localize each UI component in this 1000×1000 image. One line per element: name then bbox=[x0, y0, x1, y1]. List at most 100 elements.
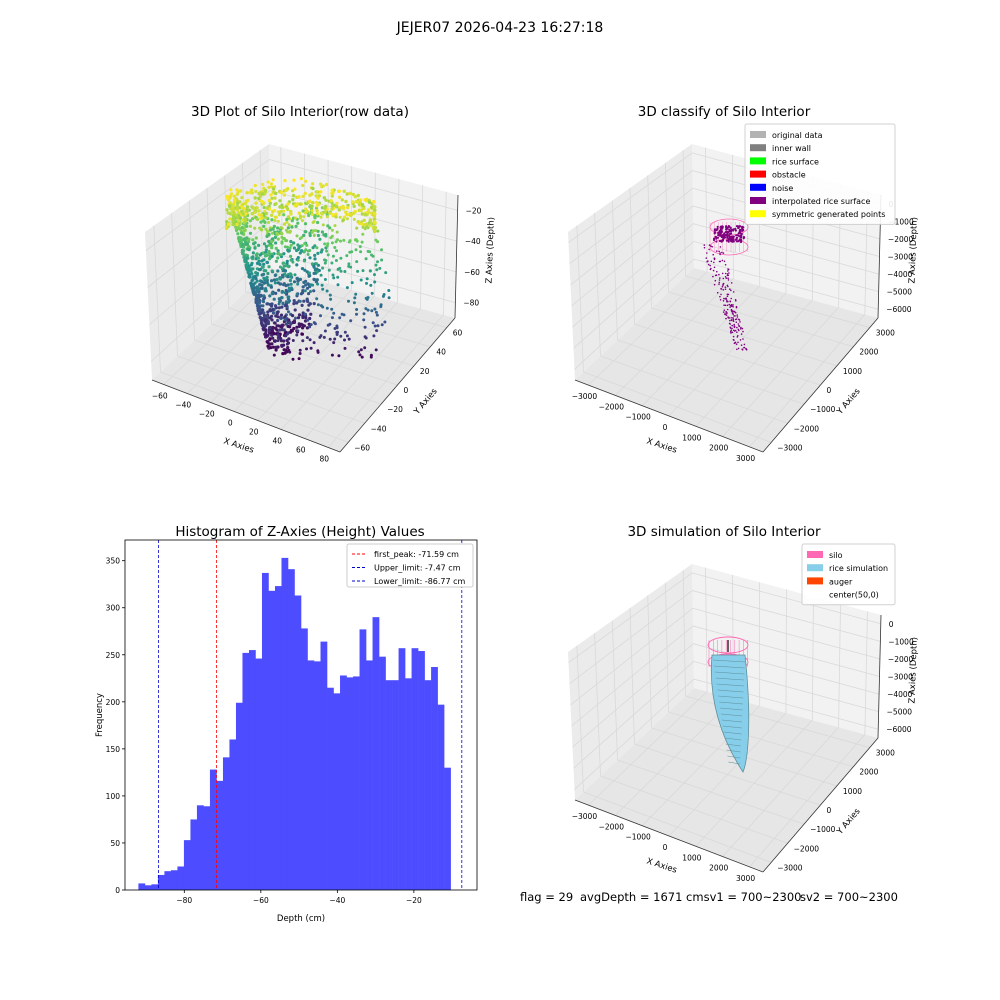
data-point bbox=[285, 332, 289, 336]
data-point bbox=[258, 226, 262, 230]
interpolated-point bbox=[731, 317, 733, 319]
interpolated-point bbox=[721, 251, 723, 254]
data-point bbox=[257, 191, 262, 195]
data-point bbox=[335, 204, 339, 209]
data-point bbox=[373, 225, 377, 230]
interpolated-point bbox=[722, 282, 725, 285]
data-point bbox=[310, 212, 315, 216]
data-point bbox=[369, 283, 373, 287]
data-point bbox=[330, 234, 334, 238]
interpolated-point bbox=[726, 308, 729, 311]
data-point bbox=[254, 189, 258, 194]
data-point bbox=[282, 222, 286, 226]
data-point bbox=[280, 305, 284, 309]
grid-line bbox=[568, 572, 881, 663]
data-point bbox=[351, 192, 355, 197]
interpolated-point bbox=[721, 238, 725, 241]
data-point bbox=[259, 220, 263, 224]
data-point bbox=[240, 231, 244, 235]
histogram-bar bbox=[255, 658, 263, 890]
data-point bbox=[270, 218, 274, 222]
data-point bbox=[372, 229, 377, 233]
data-point bbox=[266, 271, 270, 276]
data-point bbox=[290, 329, 294, 333]
data-point bbox=[316, 251, 320, 255]
interpolated-point bbox=[724, 313, 727, 316]
data-point bbox=[371, 200, 376, 204]
data-point bbox=[283, 318, 287, 322]
y-tick-label: 2000 bbox=[859, 768, 878, 777]
legend-label: rice surface bbox=[772, 157, 819, 166]
data-point bbox=[298, 352, 302, 355]
data-point bbox=[295, 234, 299, 238]
interpolated-point bbox=[731, 311, 733, 313]
grid-line bbox=[574, 258, 879, 370]
histogram-bar bbox=[281, 557, 289, 890]
avg-depth-status: avgDepth = 1671 cmsv1 = 700~2300 bbox=[580, 890, 802, 904]
data-point bbox=[262, 242, 267, 246]
data-point bbox=[231, 222, 235, 227]
data-point bbox=[261, 182, 265, 187]
interpolated-point bbox=[737, 232, 740, 235]
data-point bbox=[294, 216, 297, 220]
data-point bbox=[276, 318, 280, 323]
interpolated-point bbox=[736, 331, 738, 334]
data-point bbox=[273, 219, 277, 222]
data-point bbox=[313, 257, 317, 261]
data-point bbox=[360, 240, 364, 244]
data-point bbox=[334, 212, 338, 216]
interpolated-point bbox=[735, 305, 738, 308]
data-point bbox=[255, 206, 259, 210]
data-point bbox=[361, 225, 365, 229]
data-point bbox=[260, 273, 264, 277]
histogram-bar bbox=[405, 678, 412, 890]
grid-line bbox=[617, 339, 805, 405]
histogram-bar bbox=[216, 780, 224, 890]
data-point bbox=[285, 338, 289, 343]
histogram-bar bbox=[294, 595, 302, 890]
interpolated-point bbox=[732, 320, 735, 323]
data-point bbox=[348, 191, 352, 196]
grid-line bbox=[211, 323, 398, 386]
legend-swatch bbox=[807, 564, 823, 572]
data-point bbox=[316, 233, 320, 238]
data-point bbox=[272, 297, 276, 301]
data-point bbox=[303, 289, 307, 293]
data-point bbox=[296, 243, 300, 247]
interpolated-point bbox=[711, 246, 713, 248]
data-point bbox=[369, 355, 373, 359]
data-point bbox=[251, 205, 255, 210]
data-point bbox=[232, 216, 236, 221]
data-point bbox=[265, 260, 269, 264]
y-tick-label: 2000 bbox=[859, 348, 878, 357]
data-point bbox=[373, 280, 377, 284]
interpolated-point bbox=[718, 281, 721, 284]
z-tick-label: −40 bbox=[465, 237, 481, 246]
data-point bbox=[262, 328, 266, 332]
data-point bbox=[337, 208, 341, 212]
histogram-bar bbox=[346, 677, 354, 890]
data-point bbox=[290, 225, 294, 229]
rice-mesh-line bbox=[717, 689, 744, 693]
data-point bbox=[265, 340, 269, 344]
data-point bbox=[259, 304, 263, 308]
data-point bbox=[333, 327, 337, 330]
x-axis-label: X Axies bbox=[222, 436, 255, 455]
x-tick-label: −40 bbox=[175, 401, 191, 410]
legend-label: Upper_limit: -7.47 cm bbox=[374, 564, 461, 573]
y-tick-label: 0 bbox=[827, 386, 832, 395]
data-point bbox=[259, 311, 263, 315]
interpolated-point bbox=[730, 232, 733, 235]
histogram-bar bbox=[190, 819, 198, 890]
data-point bbox=[282, 237, 286, 240]
data-point bbox=[272, 353, 276, 357]
interpolated-point bbox=[706, 260, 708, 263]
grid-line bbox=[617, 759, 805, 825]
grid-line bbox=[574, 678, 879, 790]
y-tick-label: 0 bbox=[115, 886, 120, 895]
data-point bbox=[308, 199, 312, 203]
data-point bbox=[253, 281, 257, 285]
interpolated-point bbox=[740, 333, 743, 335]
data-point bbox=[304, 279, 308, 283]
data-point bbox=[260, 321, 264, 325]
